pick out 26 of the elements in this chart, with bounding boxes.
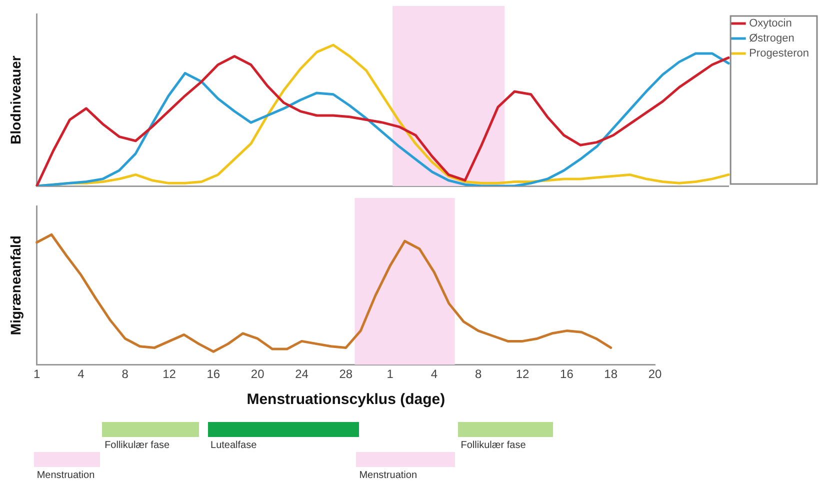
legend-label: Oxytocin (749, 18, 792, 30)
x-tick-label: 1 (33, 367, 40, 382)
text: Menstruation (359, 470, 418, 482)
legend-label: Progesteron (749, 48, 810, 60)
x-tick-label: 20 (648, 367, 662, 382)
x-tick-label: 12 (516, 367, 530, 382)
x-tick-label: 8 (122, 367, 129, 382)
y-axis-title: Blodniveauer (7, 55, 24, 144)
text: Follikulær fase (460, 440, 526, 452)
x-tick-label: 18 (604, 367, 618, 382)
x-tick-label: 16 (560, 367, 574, 382)
x-tick-label: 24 (295, 367, 309, 382)
text: Menstruation (36, 470, 95, 482)
x-axis-title: Menstruationscyklus (dage) (246, 391, 446, 408)
x-tick-label: 12 (162, 367, 176, 382)
x-tick-label: 8 (475, 367, 482, 382)
x-tick-label: 28 (339, 367, 353, 382)
text: Follikulær fase (104, 440, 170, 452)
x-tick-label: 20 (250, 367, 265, 382)
x-tick-label: 1 (386, 367, 394, 382)
x-tick-label: 4 (78, 367, 85, 382)
x-tick-label: 4 (430, 367, 438, 382)
x-tick-label: 16 (206, 367, 220, 382)
y-axis-title: Migræneanfald (7, 236, 24, 336)
legend-label: Østrogen (749, 32, 794, 45)
text: Lutealfase (210, 440, 257, 452)
